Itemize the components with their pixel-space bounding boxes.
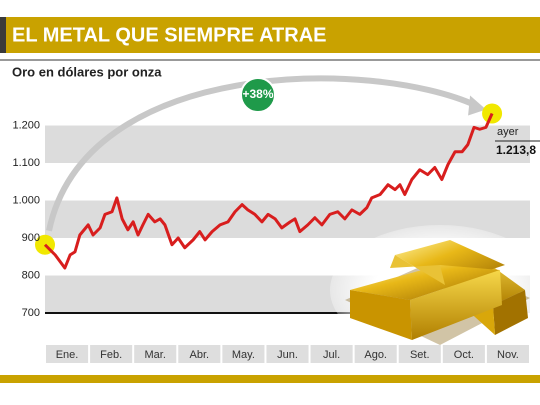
x-tick-box (266, 345, 309, 363)
trend-arrow (46, 75, 478, 232)
y-tick-label: 1.200 (12, 119, 40, 131)
x-tick-label: Oct. (454, 349, 474, 361)
x-tick-box (90, 345, 133, 363)
x-tick-label: Mar. (145, 349, 166, 361)
badge (240, 77, 276, 113)
x-tick-label: Jun. (277, 349, 298, 361)
x-tick-box (398, 345, 441, 363)
x-tick-box (486, 345, 529, 363)
x-tick-label: Nov. (497, 349, 519, 361)
x-tick-label: Feb. (100, 349, 122, 361)
line (43, 112, 494, 270)
grid-band (45, 125, 530, 163)
x-tick-label: Jul. (323, 349, 340, 361)
subtitle: Oro en dólares por onza (12, 64, 162, 79)
x-tick-label: May. (232, 349, 255, 361)
y-tick-label: 800 (22, 269, 40, 281)
x-tick-box (310, 345, 353, 363)
footer-band (0, 375, 540, 383)
x-tick-box (134, 345, 177, 363)
x-tick-box (222, 345, 265, 363)
chart-title: EL METAL QUE SIEMPRE ATRAE (12, 24, 326, 46)
x-tick-box (178, 345, 221, 363)
x-tick-label: Abr. (190, 349, 210, 361)
y-tick-label: 1.000 (12, 194, 40, 206)
x-tick-box (354, 345, 397, 363)
x-tick-box (442, 345, 485, 363)
arrow-head (468, 95, 487, 116)
x-tick-label: Ago. (364, 349, 387, 361)
gold-bars (330, 225, 540, 355)
y-tick-label: 1.100 (12, 157, 40, 169)
x-tick-label: Set. (410, 349, 430, 361)
y-tick-label: 900 (22, 232, 40, 244)
header-band (0, 17, 540, 53)
header-tab (0, 17, 6, 53)
annotation: +38% (242, 87, 273, 101)
x-tick-label: Ene. (56, 349, 79, 361)
annotation: 1.213,8 (496, 143, 536, 157)
annotation: ayer (497, 126, 519, 138)
y-tick-label: 700 (22, 307, 40, 319)
x-tick-box (46, 345, 89, 363)
